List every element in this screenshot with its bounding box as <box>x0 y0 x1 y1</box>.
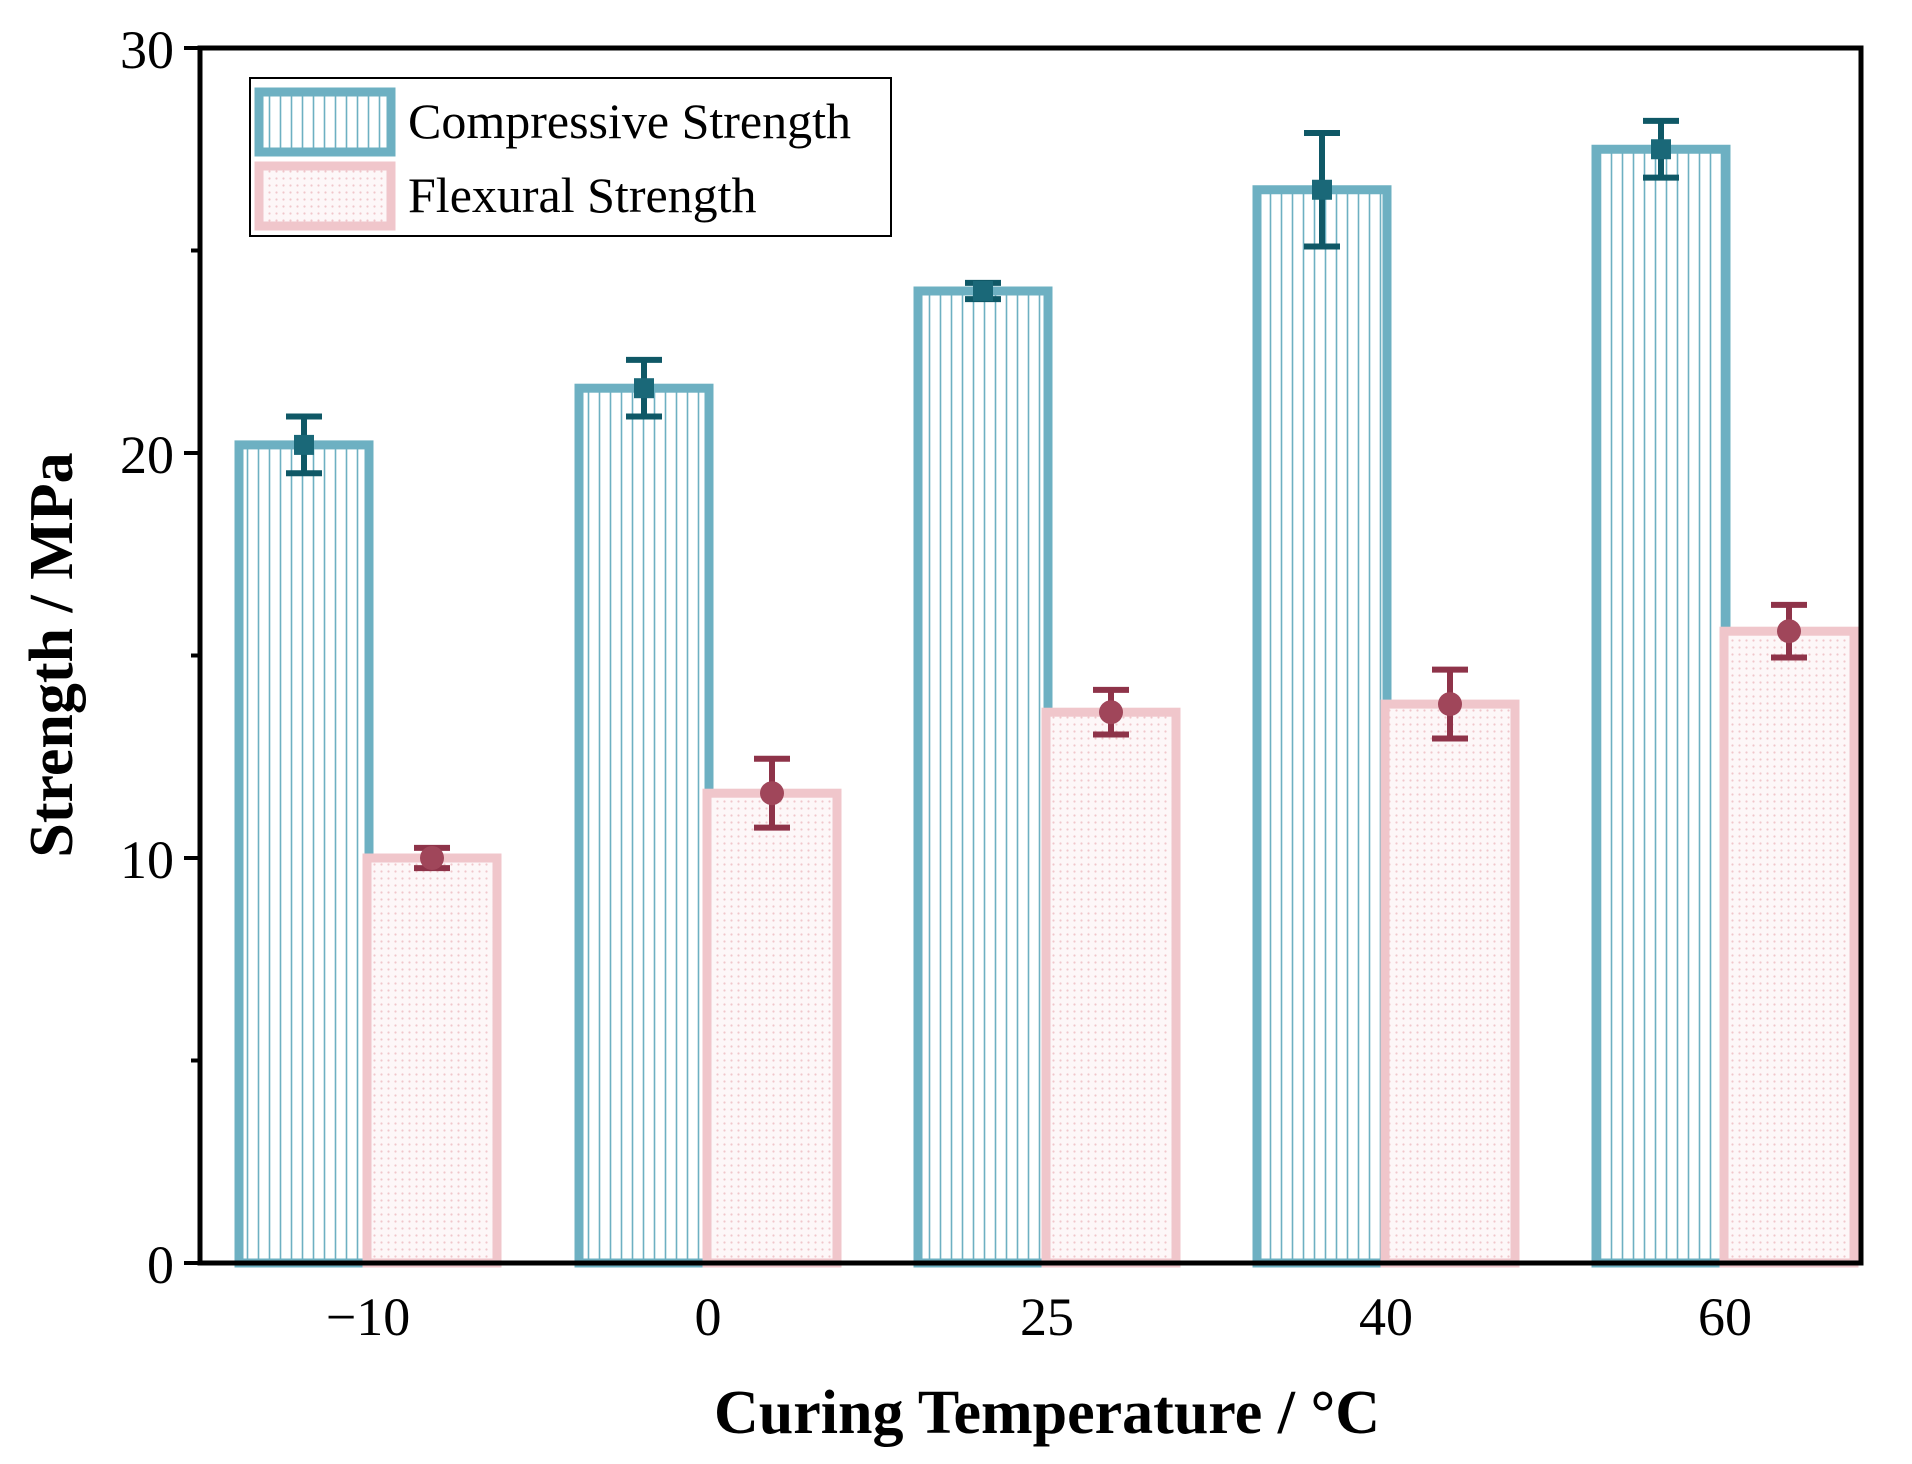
x-tick-label: 40 <box>1359 1287 1413 1347</box>
bar-flexural-1 <box>702 788 842 1268</box>
legend-swatch <box>254 161 396 231</box>
legend-swatch <box>254 87 396 157</box>
bar-compressive-4 <box>1591 144 1731 1268</box>
y-tick-label: 20 <box>120 425 174 485</box>
error-bar-flexural-0 <box>414 844 450 872</box>
x-tick-label: 25 <box>1020 1287 1074 1347</box>
bar-compressive-1 <box>574 383 714 1268</box>
marker-circle <box>1777 619 1801 644</box>
marker-circle <box>760 781 784 806</box>
bar-compressive-0 <box>234 440 374 1268</box>
bar-flexural-2 <box>1041 707 1181 1268</box>
error-bar-flexural-2 <box>1093 686 1129 738</box>
y-tick-label: 0 <box>147 1235 174 1295</box>
bar-compressive-3 <box>1252 185 1392 1268</box>
bar-flexural-0 <box>362 853 502 1268</box>
error-bar-compressive-0 <box>286 413 322 477</box>
marker-square <box>973 281 993 301</box>
bar-flexural-3 <box>1380 699 1520 1268</box>
marker-circle <box>420 846 444 870</box>
legend-item-compressive: Compressive Strength <box>254 87 851 157</box>
x-tick-label: −10 <box>326 1287 410 1347</box>
x-axis-label: Curing Temperature / °C <box>714 1379 1380 1447</box>
bar-compressive-2 <box>913 286 1053 1268</box>
bar-flexural-4 <box>1719 626 1859 1268</box>
error-bars-layer <box>286 117 1807 872</box>
marker-circle <box>1099 700 1123 725</box>
bars-layer <box>234 144 1859 1268</box>
legend: Compressive Strength Flexural Strength <box>249 77 892 237</box>
y-axis-label: Strength / MPa <box>18 452 86 857</box>
y-tick-label: 30 <box>120 20 174 80</box>
error-bar-compressive-1 <box>626 356 662 420</box>
marker-square <box>634 378 654 399</box>
error-bar-flexural-1 <box>754 755 790 831</box>
legend-label: Flexural Strength <box>408 167 757 223</box>
axes-layer: 0 10 20 30 −10 0 25 40 60 <box>120 20 1864 1347</box>
legend-item-flexural: Flexural Strength <box>254 161 757 231</box>
x-tick-label: 60 <box>1698 1287 1752 1347</box>
marker-square <box>294 434 314 455</box>
error-bar-compressive-2 <box>965 279 1001 303</box>
marker-circle <box>1438 692 1462 717</box>
y-tick-label: 10 <box>120 830 174 890</box>
legend-label: Compressive Strength <box>408 93 851 149</box>
error-bar-flexural-3 <box>1432 666 1468 742</box>
error-bar-flexural-4 <box>1771 601 1807 661</box>
marker-square <box>1312 179 1332 200</box>
error-bar-compressive-3 <box>1304 130 1340 250</box>
marker-square <box>1651 139 1671 160</box>
error-bar-compressive-4 <box>1643 117 1679 181</box>
x-tick-label: 0 <box>695 1287 722 1347</box>
